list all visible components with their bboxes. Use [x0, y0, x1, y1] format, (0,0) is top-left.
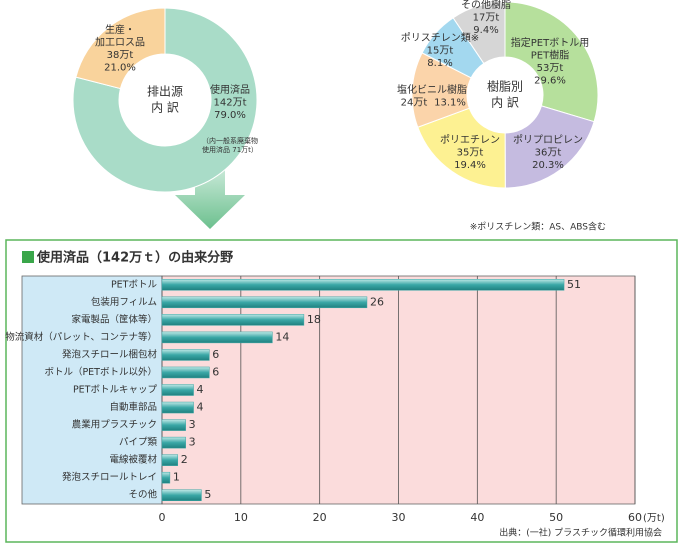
source: 出典：(一社) プラスチック循環利用協会 — [499, 527, 662, 539]
slice-label: PET樹脂 — [531, 49, 569, 62]
slice-label: 使用済品 — [210, 83, 250, 96]
amount-label: 142万t — [213, 98, 246, 109]
x-tick-label: 0 — [159, 511, 166, 524]
bar — [161, 436, 186, 449]
note: （内一般系廃棄物 — [202, 136, 258, 145]
amount-label: 15万t — [427, 46, 454, 57]
category-label: 自動車部品 — [109, 401, 157, 413]
category-label: 発泡スチロール梱包材 — [62, 348, 158, 360]
bar — [161, 401, 194, 414]
x-tick-label: 10 — [234, 511, 248, 524]
amount-label: 36万t — [535, 148, 562, 159]
value-label: 2 — [181, 453, 188, 466]
value-label: 21.0% — [104, 63, 136, 74]
center-label: 内 訳 — [151, 100, 179, 115]
slice-label: ポリスチレン類※ — [401, 32, 479, 44]
value-label: 3 — [189, 436, 196, 449]
value-label: 1 — [173, 471, 180, 484]
bar — [161, 296, 368, 309]
label-panel — [21, 275, 163, 505]
donut-hole — [467, 57, 543, 133]
x-tick-label: 40 — [470, 511, 484, 524]
category-label: 発泡スチロールトレイ — [62, 471, 157, 483]
category-label: 物流資材（パレット、コンテナ等） — [5, 331, 157, 343]
center-label: 排出源 — [147, 85, 183, 99]
value-label: 8.1% — [427, 58, 452, 69]
bar — [161, 419, 186, 431]
value-label: 18 — [307, 313, 321, 326]
bar — [161, 331, 273, 344]
slice-label: ポリエチレン — [440, 134, 500, 146]
category-label: PETボトルキャップ — [73, 385, 158, 396]
bar-title: 使用済品（142万ｔ）の由来分野 — [36, 250, 233, 266]
bar — [161, 384, 194, 396]
category-label: 家電製品（筐体等） — [71, 313, 157, 325]
value-label: 29.6% — [534, 76, 566, 87]
value-label: 79.0% — [214, 110, 246, 121]
amount-label: 17万t — [473, 13, 500, 24]
center-label: 樹脂別 — [487, 79, 523, 94]
donut-hole — [119, 54, 211, 146]
x-unit: (万t) — [643, 513, 665, 524]
category-label: 包装用フィルム — [91, 296, 157, 308]
x-tick-label: 20 — [313, 511, 327, 524]
note: 使用済品 71万t） — [202, 145, 258, 154]
value-label: 4 — [197, 383, 204, 396]
slice-label: 加工ロス品 — [95, 37, 145, 49]
note: ※ポリスチレン類：AS、ABS含む — [470, 221, 606, 233]
category-label: 農業用プラスチック — [72, 419, 157, 431]
amount-label: 38万t — [107, 50, 134, 61]
value-label: 19.4% — [454, 160, 486, 171]
value-label: 6 — [212, 348, 219, 361]
value-label: 26 — [370, 295, 384, 308]
value-label: 5 — [204, 488, 211, 501]
slice-label: ポリプロピレン — [513, 134, 583, 146]
bar — [161, 489, 202, 501]
bar — [161, 366, 210, 379]
x-tick-label: 30 — [392, 511, 406, 524]
value-label: 3 — [189, 418, 196, 431]
bar — [161, 314, 305, 326]
x-tick-label: 50 — [549, 511, 563, 524]
value-label: 20.3% — [532, 160, 564, 171]
bar — [161, 279, 565, 291]
value-label: 13.1% — [434, 98, 466, 109]
slice — [452, 1, 506, 65]
slice — [504, 1, 599, 123]
slice-label: 指定PETボトル用 — [511, 36, 589, 49]
value-label: 14 — [275, 330, 289, 343]
slice-label: その他樹脂 — [461, 0, 511, 11]
bar — [161, 349, 210, 361]
value-label: 9.4% — [473, 25, 498, 36]
category-label: ボトル（PETボトル以外） — [44, 366, 157, 378]
value-label: 51 — [567, 278, 581, 291]
category-label: パイプ類 — [119, 437, 158, 448]
slice-label: 生産・ — [105, 23, 135, 36]
slice-label: 塩化ビニル樹脂 — [397, 83, 467, 96]
category-label: その他 — [128, 489, 157, 501]
amount-label: 53万t — [537, 63, 564, 74]
arrow — [175, 160, 245, 229]
bar — [161, 471, 171, 484]
x-tick-label: 60 — [628, 511, 642, 524]
value-label: 6 — [212, 365, 219, 378]
value-label: 4 — [197, 401, 204, 414]
center-label: 内 訳 — [491, 95, 519, 110]
category-label: PETボトル — [111, 279, 158, 290]
amount-label: 35万t — [457, 148, 484, 159]
bar — [161, 454, 179, 466]
amount-label: 24万t — [401, 98, 428, 109]
title-square — [22, 251, 34, 263]
category-label: 電線被覆材 — [109, 454, 157, 466]
